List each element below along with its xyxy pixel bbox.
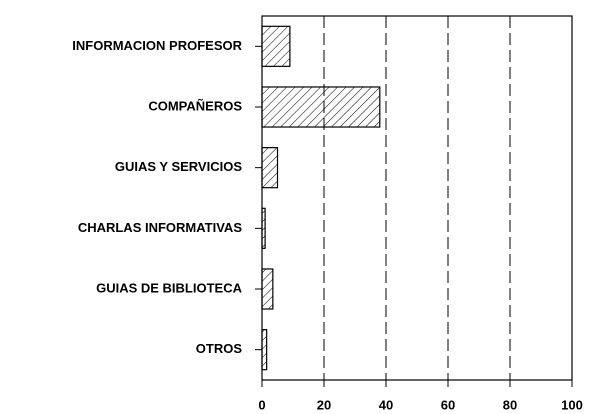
y-tick-label: CHARLAS INFORMATIVAS bbox=[78, 220, 243, 235]
bar bbox=[261, 147, 279, 189]
bar bbox=[261, 268, 274, 310]
bar bbox=[261, 25, 291, 67]
x-tick-label: 20 bbox=[317, 397, 331, 412]
x-tick-label: 0 bbox=[258, 397, 265, 412]
y-tick-label: GUIAS Y SERVICIOS bbox=[115, 159, 242, 174]
y-tick-label: OTROS bbox=[196, 341, 243, 356]
x-tick-label: 40 bbox=[379, 397, 393, 412]
bar bbox=[261, 86, 381, 128]
y-tick-label: INFORMACION PROFESOR bbox=[72, 38, 242, 53]
x-tick-label: 60 bbox=[441, 397, 455, 412]
y-tick-label: COMPAÑEROS bbox=[148, 98, 242, 113]
bar bbox=[261, 329, 268, 371]
y-tick-label: GUIAS DE BIBLIOTECA bbox=[96, 280, 243, 295]
x-tick-label: 100 bbox=[561, 397, 583, 412]
x-tick-label: 80 bbox=[503, 397, 517, 412]
plot-frame bbox=[261, 15, 573, 381]
